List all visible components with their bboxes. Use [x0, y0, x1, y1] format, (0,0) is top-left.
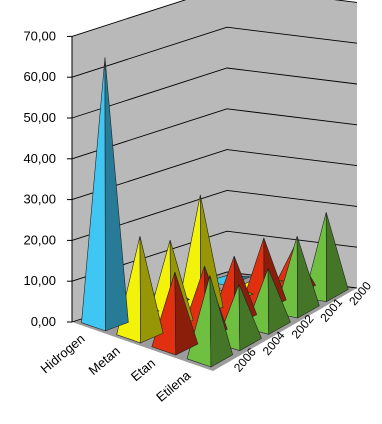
y-tick-label: 0,00 — [31, 314, 56, 329]
category-label: Etilena — [153, 367, 194, 405]
pyramid-side-face — [325, 212, 349, 303]
gridline — [71, 230, 358, 282]
pyramid-marks — [81, 57, 349, 368]
pyramid-side-face — [174, 272, 199, 356]
pyramid-side-face — [267, 268, 291, 335]
y-tick-label: 60,00 — [23, 69, 56, 84]
y-tick-label: 70,00 — [23, 28, 56, 43]
gridline — [71, 189, 358, 241]
category-label: Hidrogen — [37, 331, 87, 376]
category-label: Metan — [85, 343, 122, 378]
gridline — [71, 67, 358, 119]
pyramid-side-face — [238, 283, 262, 352]
y-axis-ticks: 0,00 10,00 20,00 30,00 40,00 50,00 60,00 70,00 — [23, 28, 72, 329]
gridline — [71, 0, 358, 37]
pyramid-side-face — [104, 57, 129, 332]
y-tick-label: 10,00 — [23, 273, 56, 288]
gridline — [71, 26, 358, 78]
y-tick-label: 50,00 — [23, 110, 56, 125]
y-tick-label: 40,00 — [23, 151, 56, 166]
y-tick-label: 30,00 — [23, 192, 56, 207]
pyramid-hidrogen-2006 — [81, 57, 129, 332]
pyramid-side-face — [209, 275, 233, 368]
y-tick-label: 20,00 — [23, 232, 56, 247]
category-label: Etan — [128, 355, 158, 384]
pyramid-side-face — [296, 236, 320, 319]
gridline — [71, 149, 358, 201]
gridline — [71, 108, 358, 160]
pyramid-side-face — [139, 236, 164, 344]
